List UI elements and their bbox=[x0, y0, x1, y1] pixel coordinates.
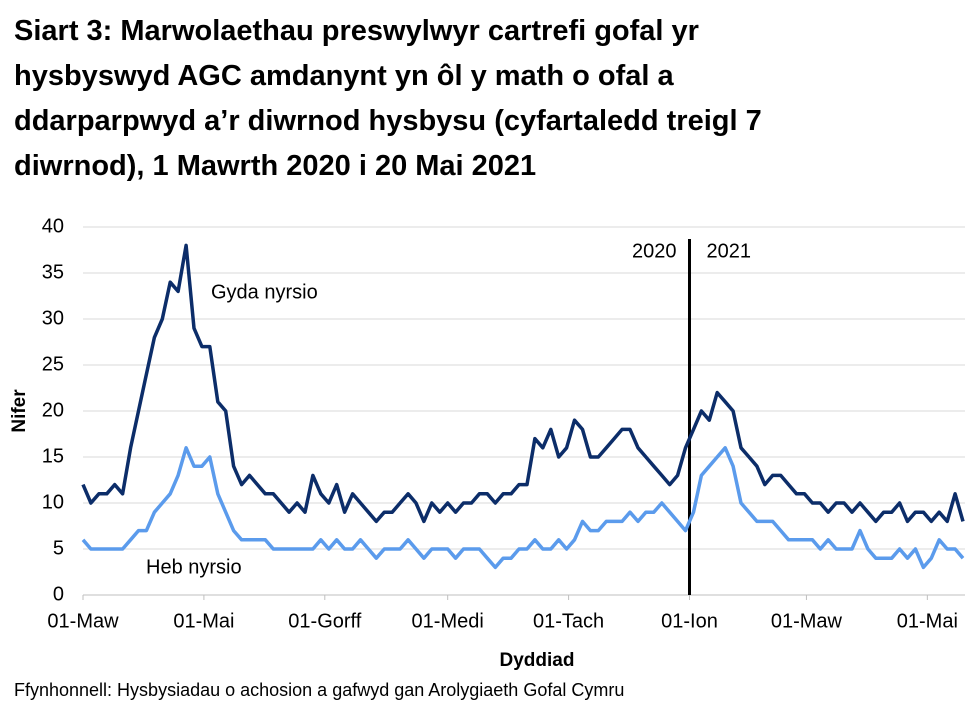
chart-title: ddarparpwyd a’r diwrnod hysbysu (cyfarta… bbox=[14, 105, 762, 137]
y-tick-label: 10 bbox=[42, 491, 64, 513]
source: Ffynhonnell: Hysbysiadau o achosion a ga… bbox=[14, 680, 624, 700]
series-line bbox=[81, 446, 965, 570]
chart-title: diwrnod), 1 Mawrth 2020 i 20 Mai 2021 bbox=[14, 150, 536, 182]
series-line bbox=[81, 243, 965, 524]
x-tick-label: 01-Maw bbox=[771, 610, 843, 632]
divider-label: 2021 bbox=[706, 240, 751, 262]
chart-title: hysbyswyd AGC amdanynt yn ôl y math o of… bbox=[14, 60, 674, 92]
x-axis-title: Dyddiad bbox=[500, 650, 575, 671]
y-tick-label: 5 bbox=[53, 537, 64, 559]
y-tick-label: 20 bbox=[42, 399, 64, 421]
chart-title: Siart 3: Marwolaethau preswylwyr cartref… bbox=[14, 15, 699, 47]
y-tick-label: 0 bbox=[53, 583, 64, 605]
divider-label: 2020 bbox=[632, 240, 677, 262]
x-tick-label: 01-Tach bbox=[533, 610, 604, 632]
x-tick-label: 01-Mai bbox=[897, 610, 958, 632]
x-tick-label: 01-Maw bbox=[47, 610, 119, 632]
y-tick-label: 15 bbox=[42, 445, 64, 467]
series-label: Gyda nyrsio bbox=[211, 281, 318, 303]
y-tick-label: 25 bbox=[42, 353, 64, 375]
x-tick-label: 01-Mai bbox=[173, 610, 234, 632]
y-tick-label: 35 bbox=[42, 261, 64, 283]
y-tick-label: 40 bbox=[42, 215, 64, 237]
x-tick-label: 01-Gorff bbox=[288, 610, 361, 632]
x-tick-label: 01-Medi bbox=[412, 610, 484, 632]
y-axis-title: Nifer bbox=[9, 389, 30, 433]
x-tick-label: 01-Ion bbox=[661, 610, 718, 632]
y-tick-label: 30 bbox=[42, 307, 64, 329]
series-label: Heb nyrsio bbox=[146, 556, 242, 578]
